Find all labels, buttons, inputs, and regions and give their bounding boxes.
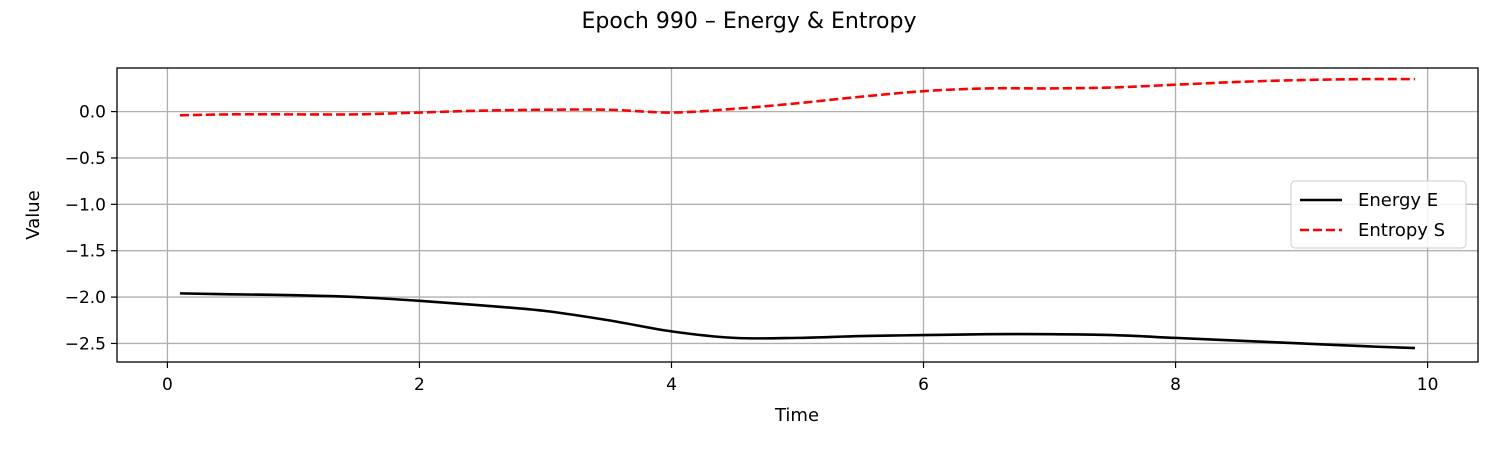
- grid: [117, 68, 1478, 362]
- y-tick-label: 0.0: [79, 103, 106, 123]
- legend: Energy E Entropy S: [1290, 180, 1467, 249]
- legend-label-energy: Energy E: [1358, 190, 1438, 211]
- series-line-entropy-s: [179, 77, 1415, 117]
- ticks: 0 2 4 6 8 10 0.0 −0.5 −1.0 −1.5 −2.0 −2.5: [65, 103, 1439, 395]
- x-tick-label: 0: [162, 375, 173, 395]
- legend-label-entropy: Entropy S: [1358, 220, 1445, 241]
- series-line-energy-e: [179, 292, 1416, 350]
- y-tick-label: −1.0: [65, 195, 106, 215]
- x-tick-label: 8: [1170, 375, 1181, 395]
- x-tick-label: 4: [666, 375, 677, 395]
- x-tick-label: 2: [414, 375, 425, 395]
- plot-frame: [116, 67, 1479, 363]
- x-axis-label: Time: [774, 405, 819, 426]
- chart-title: Epoch 990 – Energy & Entropy: [582, 9, 917, 34]
- y-tick-label: −0.5: [65, 149, 106, 169]
- y-tick-label: −2.5: [65, 334, 106, 354]
- series-layer: [179, 77, 1416, 350]
- y-tick-label: −2.0: [65, 288, 106, 308]
- y-tick-label: −1.5: [65, 242, 106, 262]
- x-tick-label: 6: [918, 375, 929, 395]
- y-axis-label: Value: [23, 190, 44, 239]
- x-tick-label: 10: [1417, 375, 1439, 395]
